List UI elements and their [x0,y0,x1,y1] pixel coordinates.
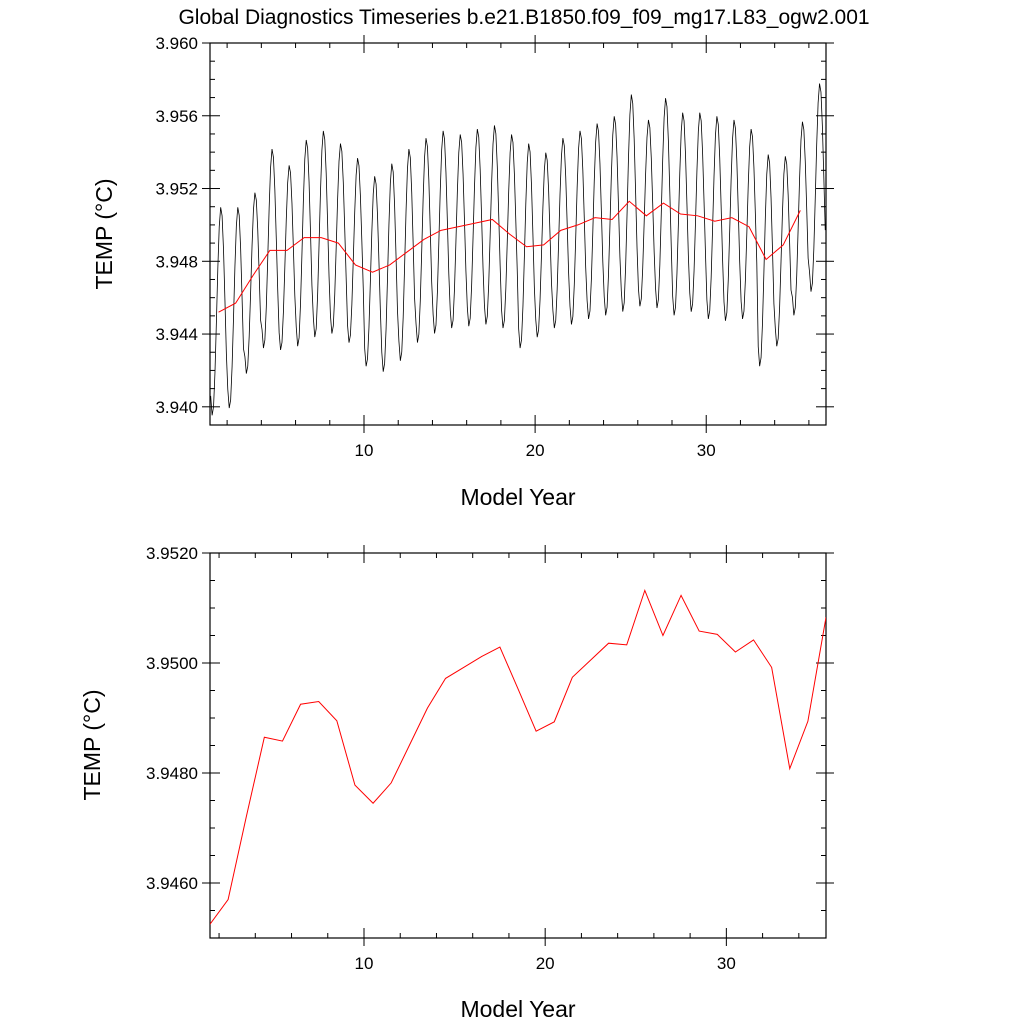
x-tick-label: 20 [536,954,555,973]
x-tick-label: 30 [717,954,736,973]
x-tick-label: 10 [355,441,374,460]
y-tick-label: 3.9520 [146,544,198,563]
plot-frame [209,42,827,426]
plot-frame [209,552,827,939]
x-tick-label: 10 [355,954,374,973]
y-tick-label: 3.9460 [146,874,198,893]
y-tick-label: 3.960 [155,34,198,53]
x-axis-label: Model Year [460,996,575,1022]
y-tick-label: 3.956 [155,107,198,126]
y-tick-label: 3.952 [155,180,198,199]
annual-temp-chart: 10 20 30 3.9460 3.9480 3.9500 3.9520 Model Year… [79,544,834,1022]
monthly-annual-temp-chart: 10 20 30 3.940 3.944 3.948 3.952 3.956 3.960 Mode… [91,34,834,510]
y-tick-label: 3.948 [155,252,198,271]
annual-temp-line [210,588,826,925]
y-tick-label: 3.940 [155,398,198,417]
x-axis-label: Model Year [460,484,575,510]
y-tick-label: 3.944 [155,325,198,344]
y-tick-label: 3.9500 [146,654,198,673]
y-axis-label: TEMP (°C) [79,690,105,801]
monthly-temp-line [210,83,826,416]
annual-temp-line [218,200,801,313]
y-axis-label: TEMP (°C) [91,179,117,290]
x-tick-label: 20 [526,441,545,460]
y-tick-label: 3.9480 [146,764,198,783]
x-tick-label: 30 [697,441,716,460]
figure-title: Global Diagnostics Timeseries b.e21.B185… [178,6,869,29]
